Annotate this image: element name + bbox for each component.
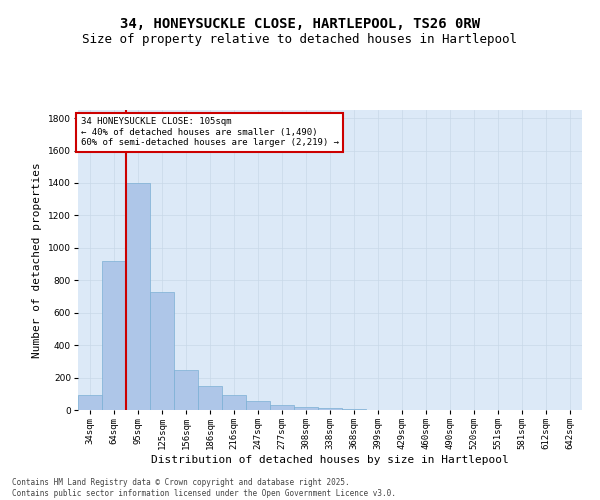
- Bar: [198, 386, 222, 410]
- Y-axis label: Number of detached properties: Number of detached properties: [32, 162, 43, 358]
- Bar: [318, 408, 342, 410]
- Text: Size of property relative to detached houses in Hartlepool: Size of property relative to detached ho…: [83, 32, 517, 46]
- Bar: [270, 405, 294, 410]
- Text: Contains HM Land Registry data © Crown copyright and database right 2025.
Contai: Contains HM Land Registry data © Crown c…: [12, 478, 396, 498]
- Bar: [174, 370, 198, 410]
- Bar: [126, 183, 150, 410]
- Bar: [294, 407, 318, 410]
- Bar: [78, 396, 102, 410]
- Bar: [222, 396, 246, 410]
- Bar: [246, 401, 270, 410]
- Bar: [102, 261, 126, 410]
- Text: 34 HONEYSUCKLE CLOSE: 105sqm
← 40% of detached houses are smaller (1,490)
60% of: 34 HONEYSUCKLE CLOSE: 105sqm ← 40% of de…: [80, 118, 338, 148]
- Text: 34, HONEYSUCKLE CLOSE, HARTLEPOOL, TS26 0RW: 34, HONEYSUCKLE CLOSE, HARTLEPOOL, TS26 …: [120, 18, 480, 32]
- Bar: [150, 292, 174, 410]
- Bar: [342, 409, 366, 410]
- X-axis label: Distribution of detached houses by size in Hartlepool: Distribution of detached houses by size …: [151, 455, 509, 465]
